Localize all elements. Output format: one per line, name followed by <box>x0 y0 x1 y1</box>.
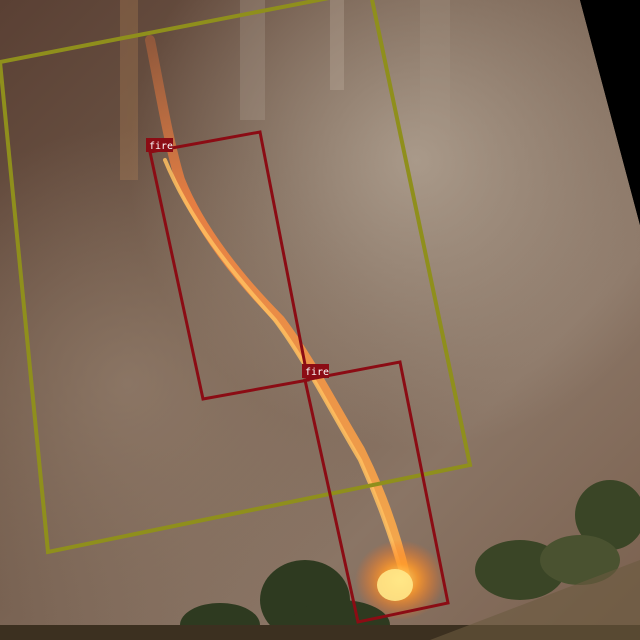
label-tag-bg <box>146 138 173 152</box>
detection-label: fire <box>149 141 173 152</box>
detection-label: fire <box>305 367 329 378</box>
context-region-box <box>0 0 473 555</box>
smoke-streaks <box>120 0 450 180</box>
bounding-box <box>303 360 450 624</box>
label-tag-bg <box>302 364 329 378</box>
rotation-border-top-right <box>580 0 640 225</box>
detection-box-2: fire <box>302 360 450 624</box>
